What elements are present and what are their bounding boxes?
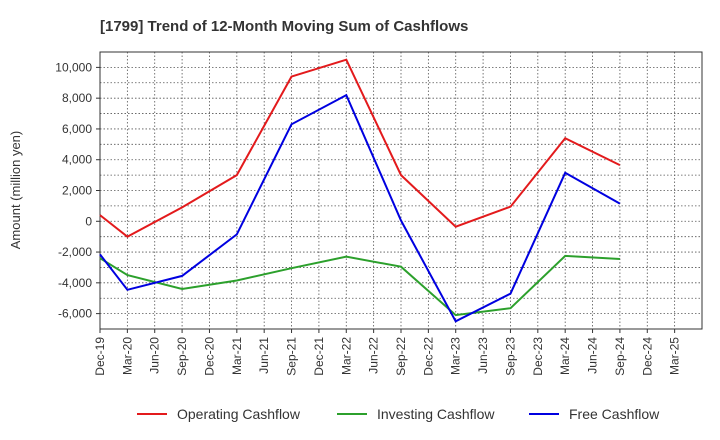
x-tick-label: Dec-20 [202, 337, 216, 376]
x-tick-label: Mar-21 [230, 337, 244, 375]
y-tick-label: 10,000 [55, 60, 92, 74]
y-axis-label: Amount (million yen) [8, 131, 23, 250]
operating-cashflow-line [99, 58, 621, 238]
free-cashflow-line [99, 93, 621, 323]
x-tick-label: Jun-23 [476, 337, 490, 374]
x-tick-label: Dec-21 [312, 337, 326, 376]
x-tick-label: Dec-19 [93, 337, 107, 376]
legend-label-operating-cashflow: Operating Cashflow [177, 406, 301, 422]
legend-label-investing-cashflow: Investing Cashflow [377, 406, 495, 422]
x-tick-label: Sep-21 [285, 337, 299, 376]
x-tick-label: Dec-23 [531, 337, 545, 376]
x-tick-label: Jun-20 [148, 337, 162, 374]
x-tick-label: Mar-23 [449, 337, 463, 375]
x-tick-label: Sep-20 [175, 337, 189, 376]
y-tick-label: 0 [85, 214, 92, 228]
legend-label-free-cashflow: Free Cashflow [569, 406, 660, 422]
x-tick-label: Jun-21 [257, 337, 271, 374]
x-tick-label: Mar-22 [339, 337, 353, 375]
x-tick-label: Dec-22 [421, 337, 435, 376]
y-tick-label: 4,000 [62, 153, 92, 167]
y-axis-ticks: 10,000 8,000 6,000 4,000 2,000 0 -2,000 -4,000 -… [55, 60, 100, 321]
x-tick-label: Mar-20 [120, 337, 134, 375]
y-tick-label: -4,000 [58, 276, 92, 290]
investing-cashflow-line [99, 254, 620, 317]
x-tick-label: Jun-22 [367, 337, 381, 374]
x-axis-ticks: Dec-19 Mar-20 Jun-20 Sep-20 Dec-20 Mar-21 Jun-… [93, 329, 682, 376]
y-tick-label: -6,000 [58, 307, 92, 321]
x-tick-label: Jun-24 [586, 337, 600, 374]
x-tick-label: Mar-24 [558, 337, 572, 375]
chart-title: [1799] Trend of 12-Month Moving Sum of C… [100, 18, 468, 35]
x-tick-label: Dec-24 [640, 337, 654, 376]
y-tick-label: 6,000 [62, 122, 92, 136]
y-tick-label: 2,000 [62, 184, 92, 198]
y-tick-label: -2,000 [58, 245, 92, 259]
legend: Operating Cashflow Investing Cashflow Free… [137, 406, 660, 422]
series-lines [99, 58, 621, 323]
x-tick-label: Mar-25 [668, 337, 682, 375]
x-tick-label: Sep-24 [613, 337, 627, 376]
y-tick-label: 8,000 [62, 91, 92, 105]
x-tick-label: Sep-23 [503, 337, 517, 376]
x-tick-label: Sep-22 [394, 337, 408, 376]
